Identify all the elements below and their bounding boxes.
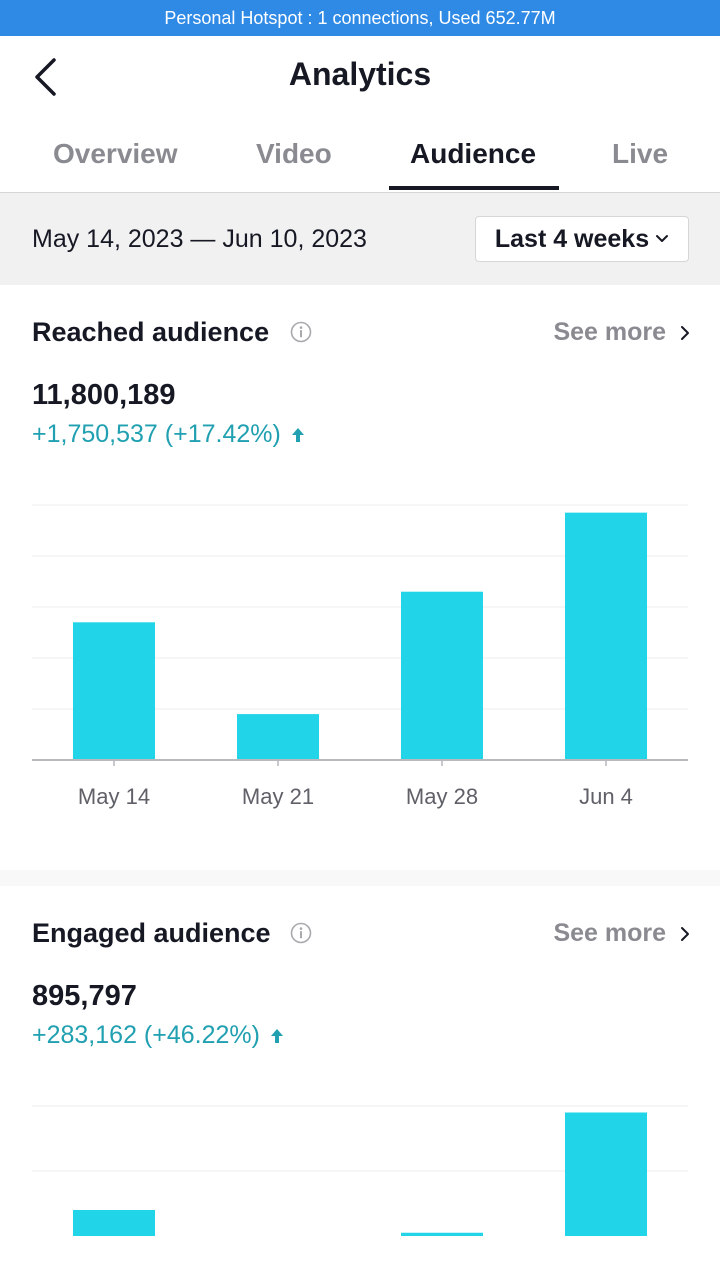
bar-may-14 [73,1210,155,1236]
bar-may-14 [73,622,155,760]
reached-see-more-link[interactable]: See more [553,318,690,347]
see-more-label: See more [553,318,666,346]
x-tick-label: May 14 [78,784,150,809]
back-button[interactable] [22,54,68,100]
chevron-down-icon [656,235,669,242]
chevron-left-icon [35,58,56,96]
reached-delta-text: +1,750,537 (+17.42%) [32,420,281,448]
tab-live[interactable]: Live [612,138,669,169]
section-divider [0,870,720,886]
engaged-audience-card: Engaged audience See more 895,797 +283,1… [0,886,720,1280]
bar-may-28 [401,591,483,760]
tab-video[interactable]: Video [256,138,332,169]
bar-jun-4 [565,1112,647,1236]
arrow-up-icon [291,427,304,442]
chevron-right-icon [681,325,689,340]
engaged-audience-value: 895,797 [32,980,137,1012]
date-range-label: May 14, 2023 — Jun 10, 2023 [32,225,367,253]
info-icon[interactable] [290,922,312,944]
reached-audience-card: Reached audience See more 11,800,189 +1,… [0,285,720,870]
date-filter-bar: May 14, 2023 — Jun 10, 2023 Last 4 weeks [0,193,720,285]
tab-bar: Overview Video Audience Live [0,118,720,193]
bar-may-21 [237,714,319,760]
engaged-audience-delta: +283,162 (+46.22%) [32,1021,284,1050]
date-range-dropdown[interactable]: Last 4 weeks [475,216,689,262]
engaged-audience-title: Engaged audience [32,918,271,948]
page-title: Analytics [288,56,432,92]
engaged-see-more-link[interactable]: See more [553,919,690,948]
hotspot-status-text: Personal Hotspot : 1 connections, Used 6… [164,7,556,28]
tab-audience[interactable]: Audience [410,138,537,169]
chevron-right-icon [681,926,689,941]
x-tick-label: Jun 4 [579,784,633,809]
see-more-label: See more [553,919,666,947]
info-icon[interactable] [290,321,312,343]
reached-audience-title: Reached audience [32,317,270,347]
tab-overview[interactable]: Overview [53,138,178,169]
reached-audience-delta: +1,750,537 (+17.42%) [32,420,305,449]
hotspot-status-bar: Personal Hotspot : 1 connections, Used 6… [0,0,720,36]
arrow-up-icon [270,1028,283,1043]
active-tab-indicator [389,186,559,190]
app-header: Analytics [0,36,720,118]
engaged-delta-text: +283,162 (+46.22%) [32,1021,260,1049]
date-range-dropdown-value: Last 4 weeks [494,224,650,253]
bar-jun-4 [565,512,647,760]
x-tick-label: May 28 [406,784,478,809]
bar-may-28 [401,1232,483,1236]
engaged-audience-chart [32,1105,688,1236]
x-tick-label: May 21 [242,784,314,809]
reached-audience-value: 11,800,189 [32,379,176,411]
reached-audience-chart: May 14 May 21 May 28 Jun 4 [32,504,688,809]
